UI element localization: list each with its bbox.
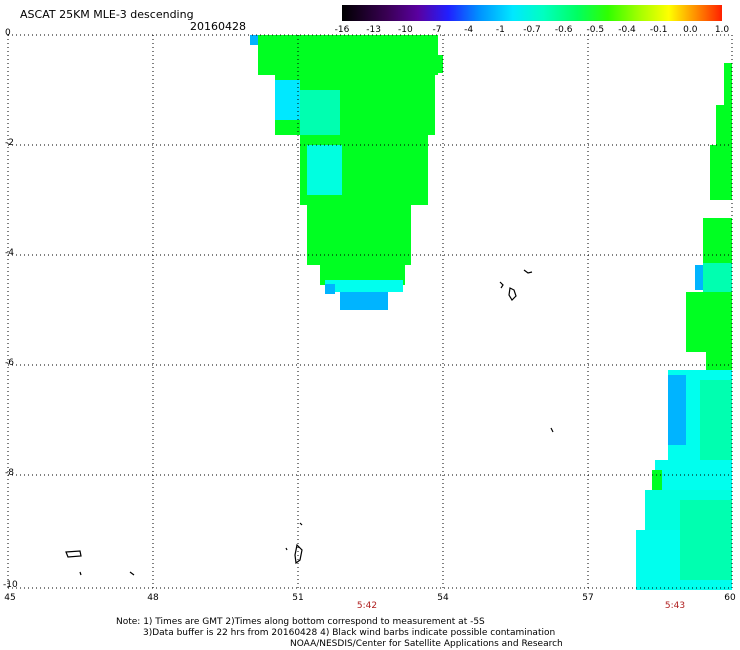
y-tick-5: -10 <box>3 580 18 590</box>
x-tick-1: 48 <box>147 593 159 603</box>
colorbar-label: -0.6 <box>554 25 573 35</box>
y-tick-0: 0 <box>5 28 11 38</box>
colorbar-label: 1.0 <box>714 25 730 35</box>
coastlines <box>65 269 554 576</box>
colorbar-label: -4 <box>464 25 474 35</box>
map-plot <box>7 34 733 590</box>
colorbar-labels: -16 -13 -10 -7 -4 -1 -0.7 -0.6 -0.5 -0.4 -0.1 0.0 1.… <box>330 25 735 37</box>
note-line-1: Note: 1) Times are GMT 2)Times along bot… <box>116 617 485 627</box>
map-title: ASCAT 25KM MLE-3 descending <box>20 8 194 21</box>
y-tick-1: -2 <box>5 138 14 148</box>
y-tick-4: -8 <box>5 468 14 478</box>
x-tick-4: 57 <box>582 593 594 603</box>
grid <box>7 34 733 589</box>
colorbar-label: -16 <box>334 25 350 35</box>
x-tick-0: 45 <box>4 593 16 603</box>
note-line-3: NOAA/NESDIS/Center for Satellite Applica… <box>290 639 563 649</box>
y-tick-2: -4 <box>5 248 14 258</box>
colorbar-label: -0.4 <box>618 25 636 35</box>
colorbar <box>342 5 722 21</box>
note-line-2: 3)Data buffer is 22 hrs from 20160428 4)… <box>143 628 556 638</box>
colorbar-label: -0.5 <box>586 25 605 35</box>
colorbar-label: -7 <box>432 25 442 35</box>
y-tick-3: -6 <box>5 358 14 368</box>
x-tick-2: 51 <box>292 593 304 603</box>
time-label-1: 5:42 <box>356 601 378 611</box>
x-tick-5: 60 <box>724 593 736 603</box>
x-tick-3: 54 <box>437 593 449 603</box>
colorbar-label: -0.1 <box>649 25 668 35</box>
colorbar-label: -10 <box>397 25 413 35</box>
colorbar-label: -13 <box>366 25 382 35</box>
time-label-2: 5:43 <box>664 601 686 611</box>
colorbar-label: -0.7 <box>523 25 541 35</box>
swath-east <box>636 63 732 590</box>
colorbar-label: -1 <box>495 25 505 35</box>
colorbar-label: 0.0 <box>683 25 698 35</box>
swath-central <box>250 35 443 310</box>
map-date: 20160428 <box>190 20 246 33</box>
